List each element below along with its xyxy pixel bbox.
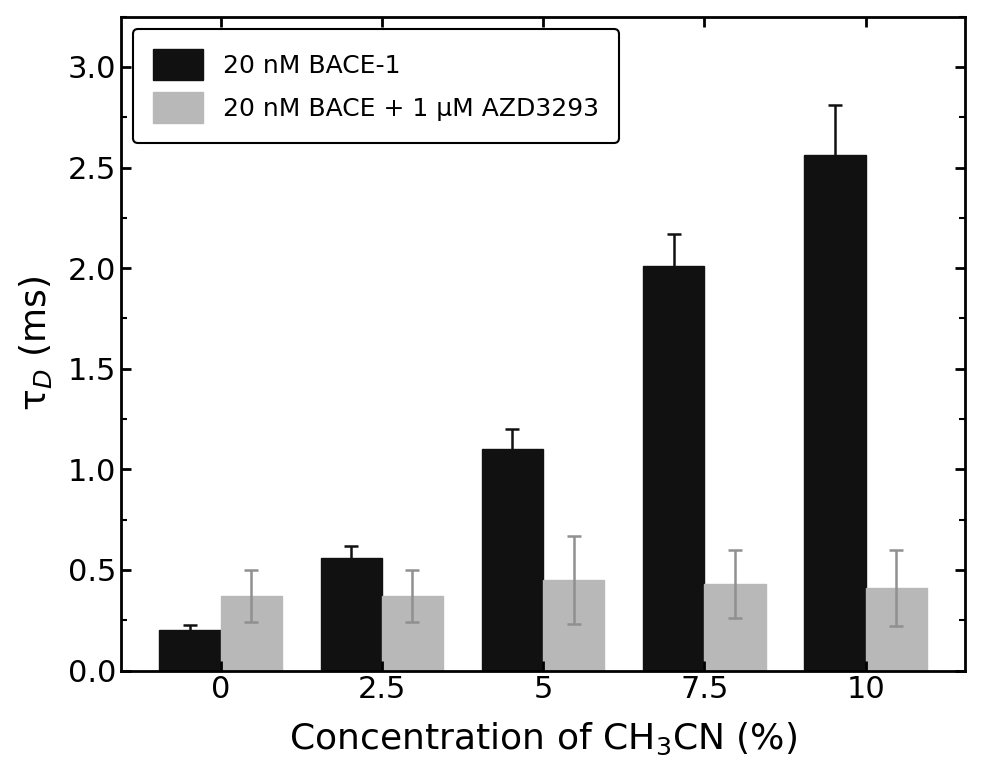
Bar: [704, 584, 766, 670]
Bar: [804, 156, 866, 670]
Bar: [221, 596, 282, 670]
Bar: [320, 558, 382, 670]
Bar: [543, 580, 604, 670]
Bar: [643, 266, 704, 670]
Legend: 20 nM BACE-1, 20 nM BACE + 1 μM AZD3293: 20 nM BACE-1, 20 nM BACE + 1 μM AZD3293: [134, 29, 620, 142]
Bar: [866, 588, 927, 670]
Y-axis label: τ$_D$ (ms): τ$_D$ (ms): [17, 276, 54, 411]
Bar: [159, 630, 221, 670]
Bar: [482, 449, 543, 670]
Bar: [382, 596, 443, 670]
X-axis label: Concentration of CH$_3$CN (%): Concentration of CH$_3$CN (%): [289, 721, 797, 757]
